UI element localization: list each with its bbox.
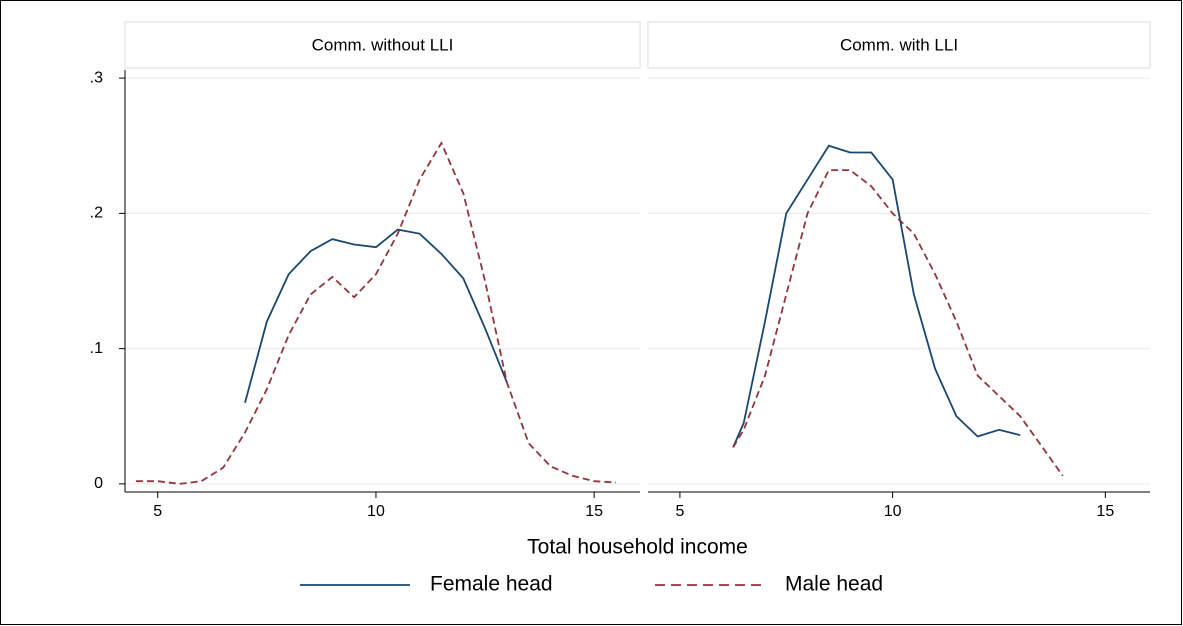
- y-tick-label: 0: [94, 475, 103, 492]
- series-line: [732, 169, 1064, 477]
- y-tick-label: .2: [90, 205, 103, 222]
- x-axis-label: Total household income: [527, 536, 748, 559]
- x-tick-label: 15: [585, 503, 603, 520]
- x-tick-label: 15: [1096, 503, 1114, 520]
- legend-label: Male head: [785, 573, 883, 596]
- x-tick-label: 10: [884, 503, 902, 520]
- series-line: [732, 144, 1021, 448]
- panel-title: Comm. with LLI: [840, 35, 958, 54]
- panel-title: Comm. without LLI: [312, 35, 454, 54]
- panel-header: [647, 21, 1151, 69]
- legend-label: Female head: [430, 573, 553, 596]
- panel-header: [124, 21, 641, 69]
- y-tick-label: .3: [90, 69, 103, 86]
- series-line: [135, 141, 617, 485]
- y-tick-label: .1: [90, 340, 103, 357]
- series-line: [244, 228, 508, 403]
- x-tick-label: 5: [675, 503, 684, 520]
- x-tick-label: 10: [367, 503, 385, 520]
- x-tick-label: 5: [153, 503, 162, 520]
